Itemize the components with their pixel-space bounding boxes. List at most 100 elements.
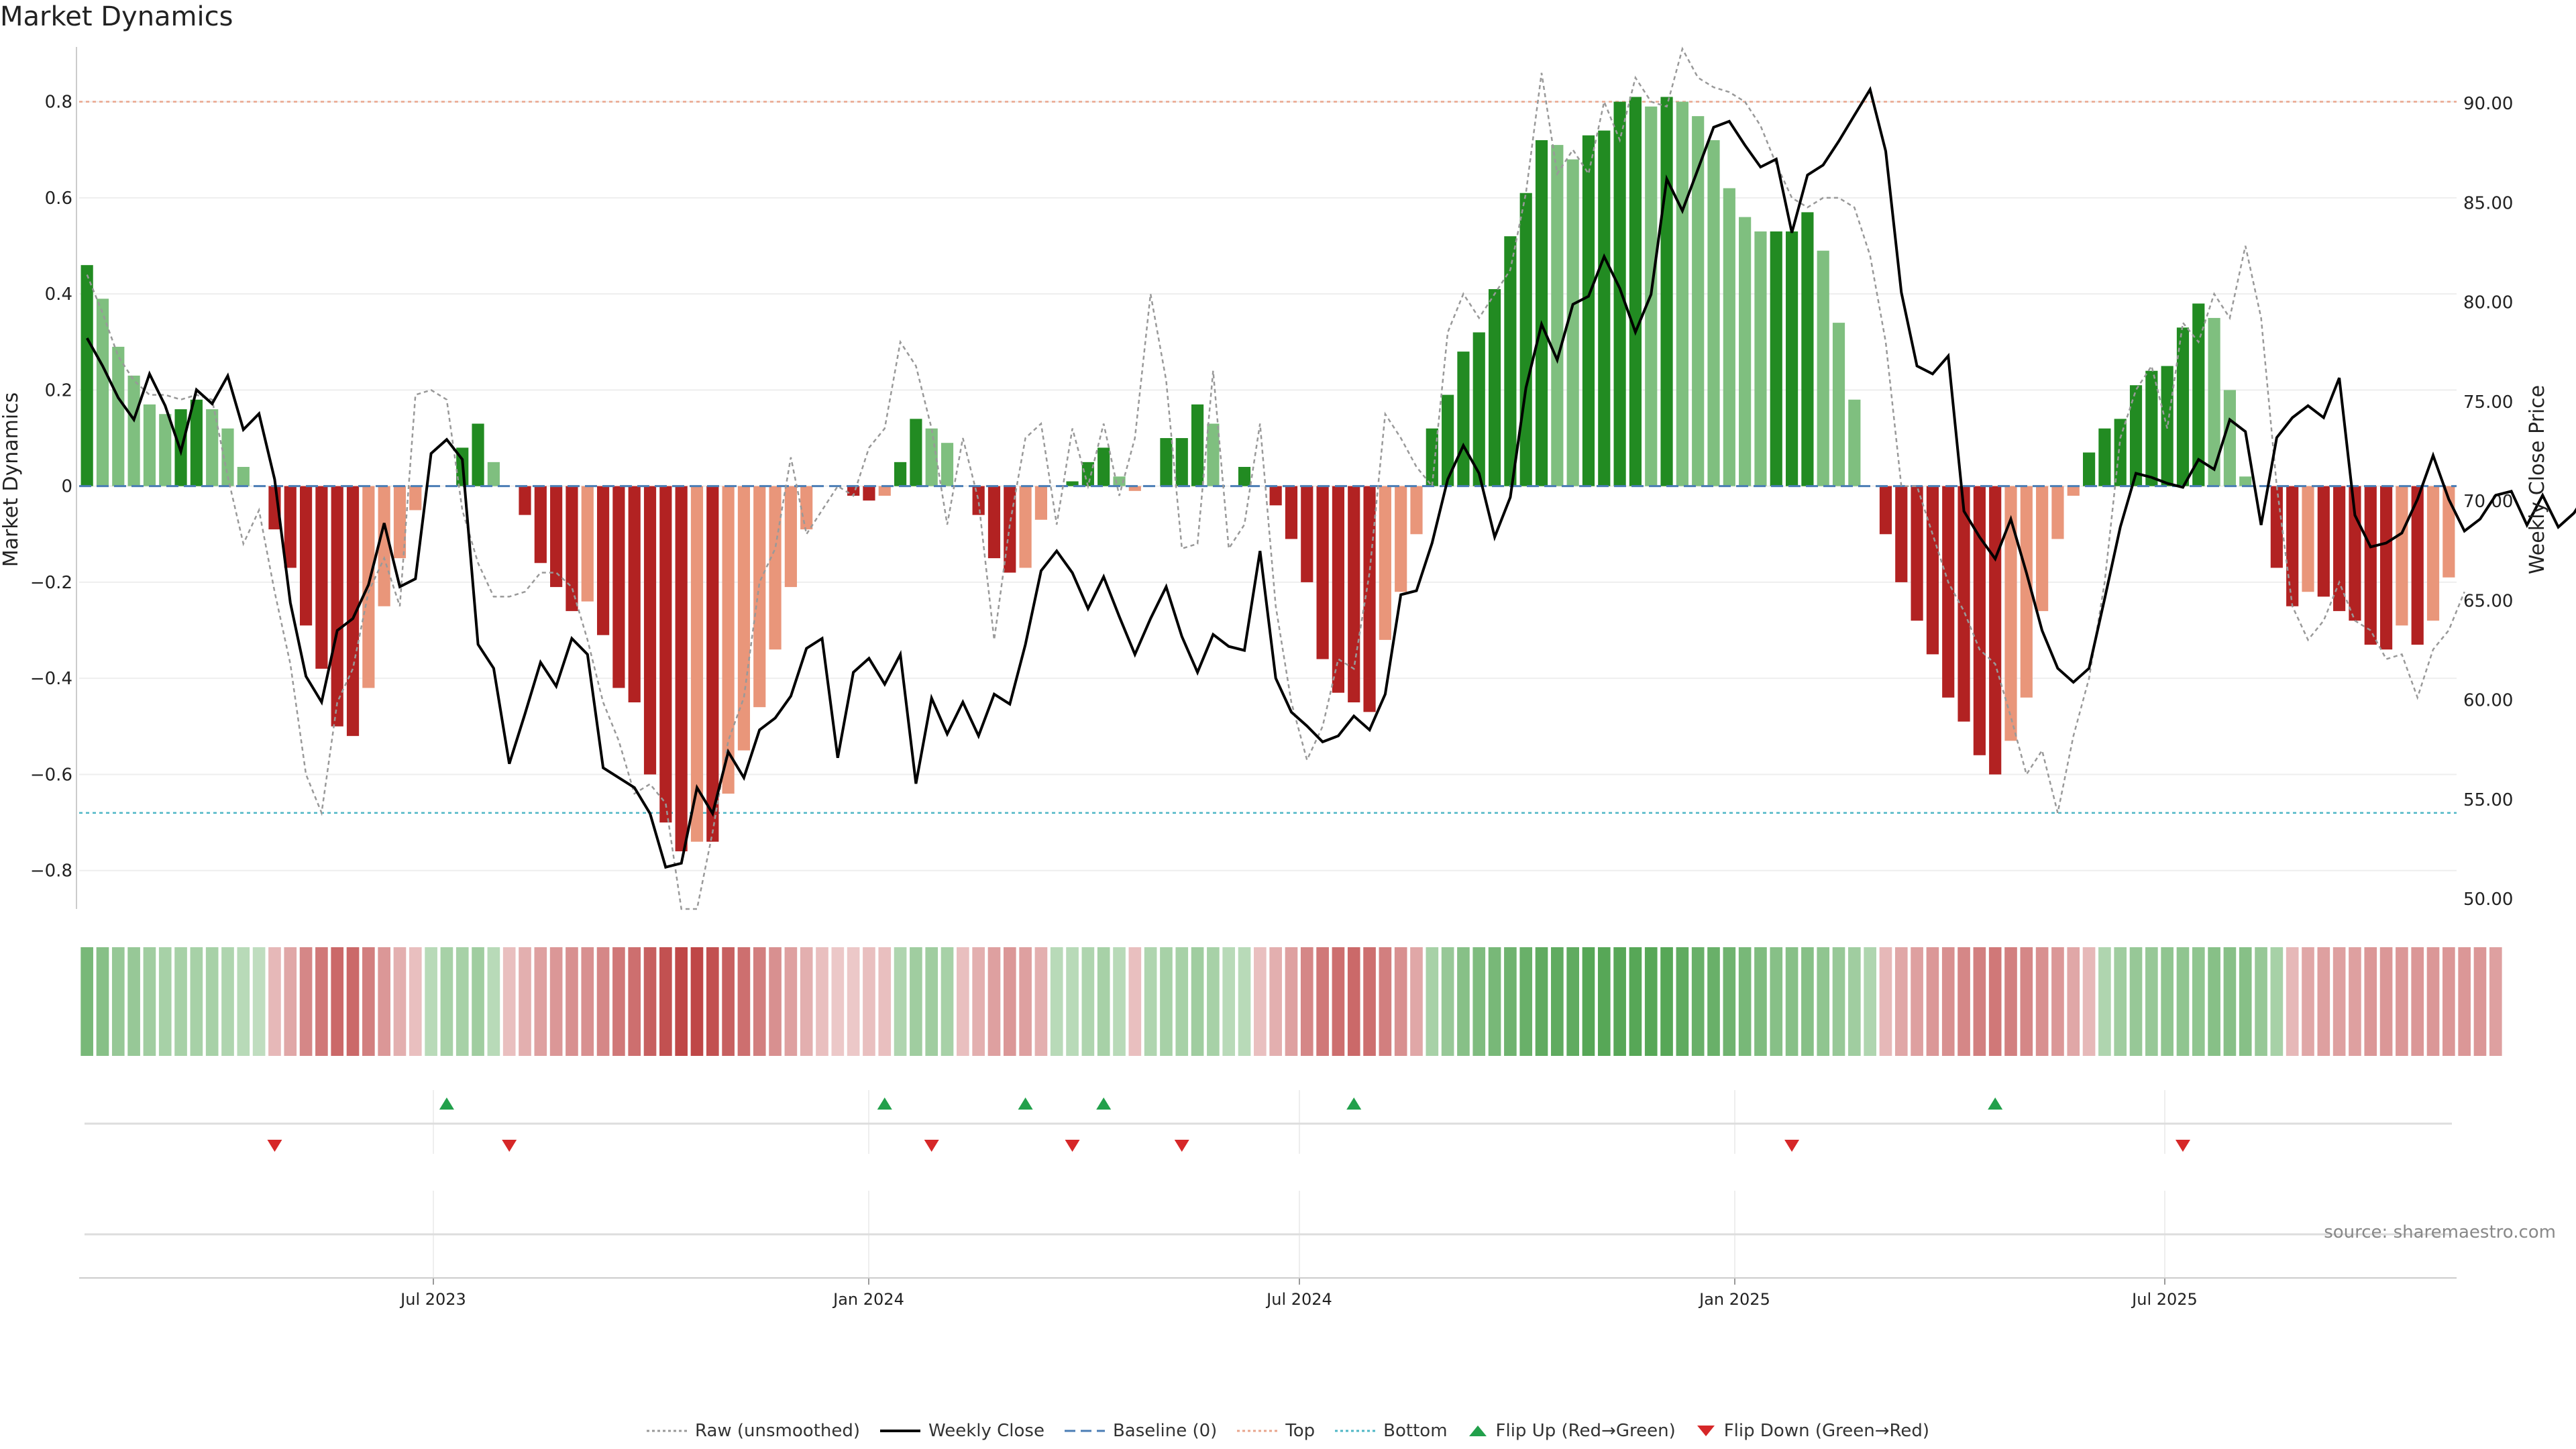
strength-cell <box>2020 947 2033 1056</box>
strength-cell <box>472 947 484 1056</box>
legend-top-swatch <box>1237 1430 1278 1432</box>
md-bar <box>2098 428 2111 486</box>
strength-cell <box>1175 947 1189 1056</box>
strength-cell <box>190 947 203 1056</box>
strength-cell <box>1191 947 1204 1056</box>
strength-cell <box>1817 947 1830 1056</box>
md-bar <box>941 443 954 486</box>
strength-cell <box>284 947 297 1056</box>
y-right-tick-label: 60.00 <box>2463 691 2513 711</box>
chart-title: Market Dynamics <box>0 1 233 32</box>
x-tick-label: Jan 2025 <box>1698 1290 1770 1309</box>
strength-cell <box>2473 947 2487 1056</box>
strength-cell <box>2176 947 2190 1056</box>
strength-cell <box>628 947 641 1056</box>
md-bar <box>1066 481 1079 486</box>
strength-cell <box>362 947 375 1056</box>
md-bar <box>878 486 891 496</box>
strength-cell <box>1269 947 1282 1056</box>
strength-cell <box>957 947 969 1056</box>
strength-cell <box>2145 947 2158 1056</box>
legend-bottom: Bottom <box>1335 1421 1448 1441</box>
md-bar <box>1472 332 1485 486</box>
x-tick-label: Jan 2024 <box>832 1290 904 1309</box>
strength-cell <box>706 947 719 1056</box>
flip-down-marker <box>924 1140 939 1152</box>
strength-cell <box>1629 947 1642 1056</box>
flip-up-marker <box>1096 1097 1112 1110</box>
strength-cell <box>2411 947 2424 1056</box>
md-bar <box>1785 231 1799 486</box>
strength-cell <box>1973 947 1986 1056</box>
strength-cell <box>2004 947 2017 1056</box>
md-bar <box>2239 476 2252 486</box>
md-bar <box>331 486 343 727</box>
md-bar <box>2145 370 2158 486</box>
strength-cell <box>2458 947 2471 1056</box>
legend-flip-up: Flip Up (Red→Green) <box>1468 1421 1676 1441</box>
md-bar <box>972 486 985 515</box>
strength-cell <box>455 947 469 1056</box>
legend-top: Top <box>1237 1421 1315 1441</box>
flip-down-icon <box>1697 1426 1715 1436</box>
strength-cell <box>1676 947 1689 1056</box>
strength-cell <box>1113 947 1126 1056</box>
strength-cell <box>1613 947 1626 1056</box>
md-bar <box>1019 486 1032 568</box>
md-bar <box>206 409 219 486</box>
strength-cell <box>722 947 735 1056</box>
strength-cell <box>1160 947 1173 1056</box>
md-bar <box>863 486 875 501</box>
md-bar <box>1926 486 1939 655</box>
strength-cell <box>1285 947 1298 1056</box>
md-bar <box>737 486 751 751</box>
legend-baseline-swatch <box>1064 1430 1105 1432</box>
strength-cell <box>1019 947 1032 1056</box>
md-bar <box>1442 394 1454 486</box>
md-bar <box>1426 428 1438 486</box>
md-bar <box>96 299 109 486</box>
strength-cell <box>894 947 907 1056</box>
md-bar <box>1457 352 1470 486</box>
strength-cell <box>1207 947 1220 1056</box>
strength-cell <box>1988 947 2002 1056</box>
strength-cell <box>127 947 140 1056</box>
md-bar <box>2051 486 2064 539</box>
md-bar <box>659 486 672 823</box>
legend-label: Flip Up (Red→Green) <box>1495 1421 1676 1441</box>
strength-cell <box>2192 947 2205 1056</box>
md-bar <box>1097 447 1110 486</box>
y-left-tick-label: 0.2 <box>45 380 72 400</box>
legend-raw: Raw (unsmoothed) <box>646 1421 860 1441</box>
strength-cell <box>1410 947 1423 1056</box>
md-bar <box>237 467 250 486</box>
y-right-tick-label: 85.00 <box>2463 193 2513 213</box>
md-bar <box>127 375 140 486</box>
strength-cell <box>643 947 657 1056</box>
legend-label: Bottom <box>1383 1421 1448 1441</box>
md-bar <box>1551 145 1564 486</box>
strength-cell <box>237 947 250 1056</box>
strength-cell <box>1754 947 1767 1056</box>
md-bar <box>1707 140 1720 486</box>
strength-cell <box>1785 947 1799 1056</box>
md-bar <box>393 486 407 559</box>
md-bar <box>534 486 547 564</box>
strength-cell <box>1081 947 1095 1056</box>
md-bar <box>519 486 531 515</box>
md-bar <box>2443 486 2455 578</box>
md-bar <box>1989 486 2002 775</box>
strength-cell <box>1097 947 1110 1056</box>
strength-cell <box>2067 947 2080 1056</box>
strength-cell <box>1332 947 1345 1056</box>
strength-cell <box>2286 947 2299 1056</box>
md-bar <box>1332 486 1345 693</box>
strength-cell <box>1941 947 1955 1056</box>
md-bar <box>1207 423 1220 486</box>
strength-cell <box>1551 947 1564 1056</box>
md-bar <box>1395 486 1407 592</box>
md-bar <box>628 486 641 702</box>
y-axis-left-label: Market Dynamics <box>0 392 23 568</box>
md-bar <box>378 486 390 606</box>
